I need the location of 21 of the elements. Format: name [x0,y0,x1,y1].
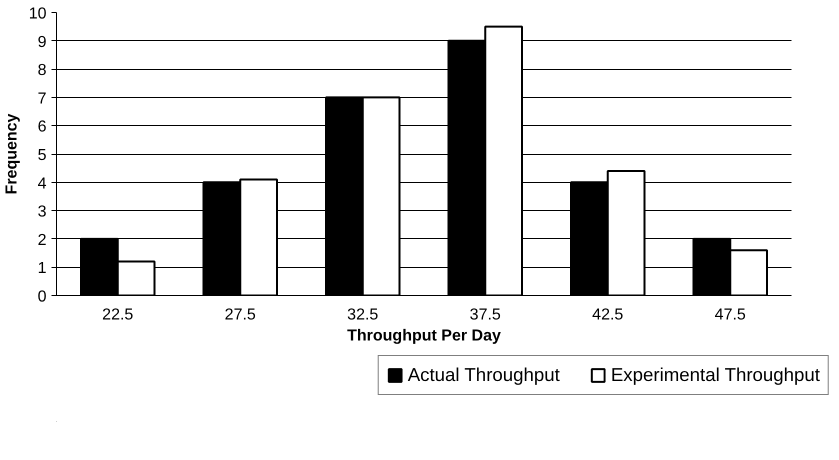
y-tick-label: 7 [38,90,47,108]
legend-label: Experimental Throughput [610,364,820,386]
y-tick-label: 1 [38,260,47,278]
x-tick-label: 37.5 [470,306,501,324]
y-tick-label: 0 [38,288,47,306]
x-tick-label: 47.5 [714,306,746,324]
x-tick-label: 32.5 [347,306,378,324]
y-tick-label: 10 [28,6,47,22]
legend-label: Actual Throughput [408,364,560,386]
y-axis-title: Frequency [4,113,21,194]
y-tick-label: 4 [38,175,47,192]
x-tick-label: 27.5 [224,306,256,324]
y-tick-label: 6 [38,118,47,136]
y-tick-label: 3 [38,204,47,221]
x-tick-label: 22.5 [102,306,134,324]
x-tick-label: 42.5 [592,306,624,324]
y-tick-label: 8 [38,62,47,80]
y-tick-label: 5 [38,147,47,164]
y-tick-label: 2 [38,232,47,249]
x-axis-title: Throughput Per Day [347,328,501,344]
y-tick-label: 9 [38,34,47,51]
